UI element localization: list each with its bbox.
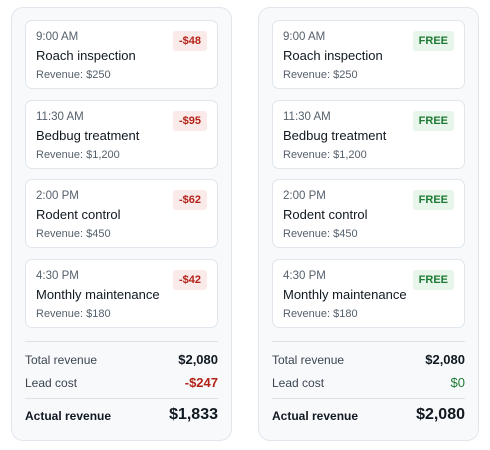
free-lead-badge: FREE — [412, 31, 454, 51]
total-revenue-label: Total revenue — [25, 353, 98, 367]
appointment-service: Bedbug treatment — [283, 128, 387, 143]
appointment-card[interactable]: 4:30 PM Monthly maintenance Revenue: $18… — [25, 259, 218, 328]
appointment-service: Monthly maintenance — [283, 287, 407, 302]
appointment-time: 2:00 PM — [36, 190, 79, 202]
appointment-card[interactable]: 9:00 AM Roach inspection Revenue: $250 F… — [272, 20, 465, 89]
appointment-revenue: Revenue: $450 — [283, 228, 358, 240]
lead-cost-badge: -$95 — [172, 111, 207, 131]
appointment-service: Monthly maintenance — [36, 287, 160, 302]
lead-cost-badge: -$48 — [172, 31, 207, 51]
appointment-service: Rodent control — [283, 207, 368, 222]
summary-divider — [272, 398, 465, 399]
appointment-revenue: Revenue: $250 — [283, 69, 358, 81]
actual-revenue-value: $1,833 — [169, 406, 218, 423]
lead-cost-badge: -$42 — [172, 270, 207, 290]
appointment-revenue: Revenue: $180 — [36, 308, 111, 320]
appointment-revenue: Revenue: $180 — [283, 308, 358, 320]
appointment-time: 2:00 PM — [283, 190, 326, 202]
appointment-service: Bedbug treatment — [36, 128, 140, 143]
appointment-revenue: Revenue: $450 — [36, 228, 111, 240]
total-revenue-value: $2,080 — [425, 352, 465, 367]
summary-divider — [272, 341, 465, 342]
summary-divider — [25, 398, 218, 399]
free-lead-badge: FREE — [412, 111, 454, 131]
actual-revenue-value: $2,080 — [416, 406, 465, 423]
lead-cost-label: Lead cost — [272, 376, 325, 390]
lead-cost-value: $0 — [450, 375, 465, 390]
actual-revenue-label: Actual revenue — [272, 409, 359, 423]
lead-cost-label: Lead cost — [25, 376, 78, 390]
free-lead-badge: FREE — [412, 270, 454, 290]
appointment-revenue: Revenue: $1,200 — [283, 149, 367, 161]
appointment-card[interactable]: 4:30 PM Monthly maintenance Revenue: $18… — [272, 259, 465, 328]
appointment-time: 11:30 AM — [283, 111, 331, 123]
appointment-time: 11:30 AM — [36, 111, 84, 123]
total-revenue-value: $2,080 — [178, 352, 218, 367]
free-lead-badge: FREE — [412, 190, 454, 210]
paid-leads-panel: 9:00 AM Roach inspection Revenue: $250 -… — [11, 7, 232, 441]
lead-cost-value: -$247 — [184, 375, 218, 390]
free-leads-panel: 9:00 AM Roach inspection Revenue: $250 F… — [258, 7, 479, 441]
appointment-card[interactable]: 11:30 AM Bedbug treatment Revenue: $1,20… — [272, 100, 465, 169]
appointment-service: Roach inspection — [283, 48, 383, 63]
appointment-card[interactable]: 2:00 PM Rodent control Revenue: $450 FRE… — [272, 179, 465, 248]
appointment-time: 4:30 PM — [283, 270, 326, 282]
appointment-card[interactable]: 9:00 AM Roach inspection Revenue: $250 -… — [25, 20, 218, 89]
total-revenue-label: Total revenue — [272, 353, 345, 367]
actual-revenue-label: Actual revenue — [25, 409, 112, 423]
appointment-card[interactable]: 11:30 AM Bedbug treatment Revenue: $1,20… — [25, 100, 218, 169]
appointment-service: Rodent control — [36, 207, 121, 222]
appointment-card[interactable]: 2:00 PM Rodent control Revenue: $450 -$6… — [25, 179, 218, 248]
appointment-revenue: Revenue: $1,200 — [36, 149, 120, 161]
appointment-service: Roach inspection — [36, 48, 136, 63]
appointment-time: 4:30 PM — [36, 270, 79, 282]
lead-cost-badge: -$62 — [172, 190, 207, 210]
appointment-revenue: Revenue: $250 — [36, 69, 111, 81]
appointment-time: 9:00 AM — [283, 31, 326, 43]
summary-divider — [25, 341, 218, 342]
appointment-time: 9:00 AM — [36, 31, 79, 43]
